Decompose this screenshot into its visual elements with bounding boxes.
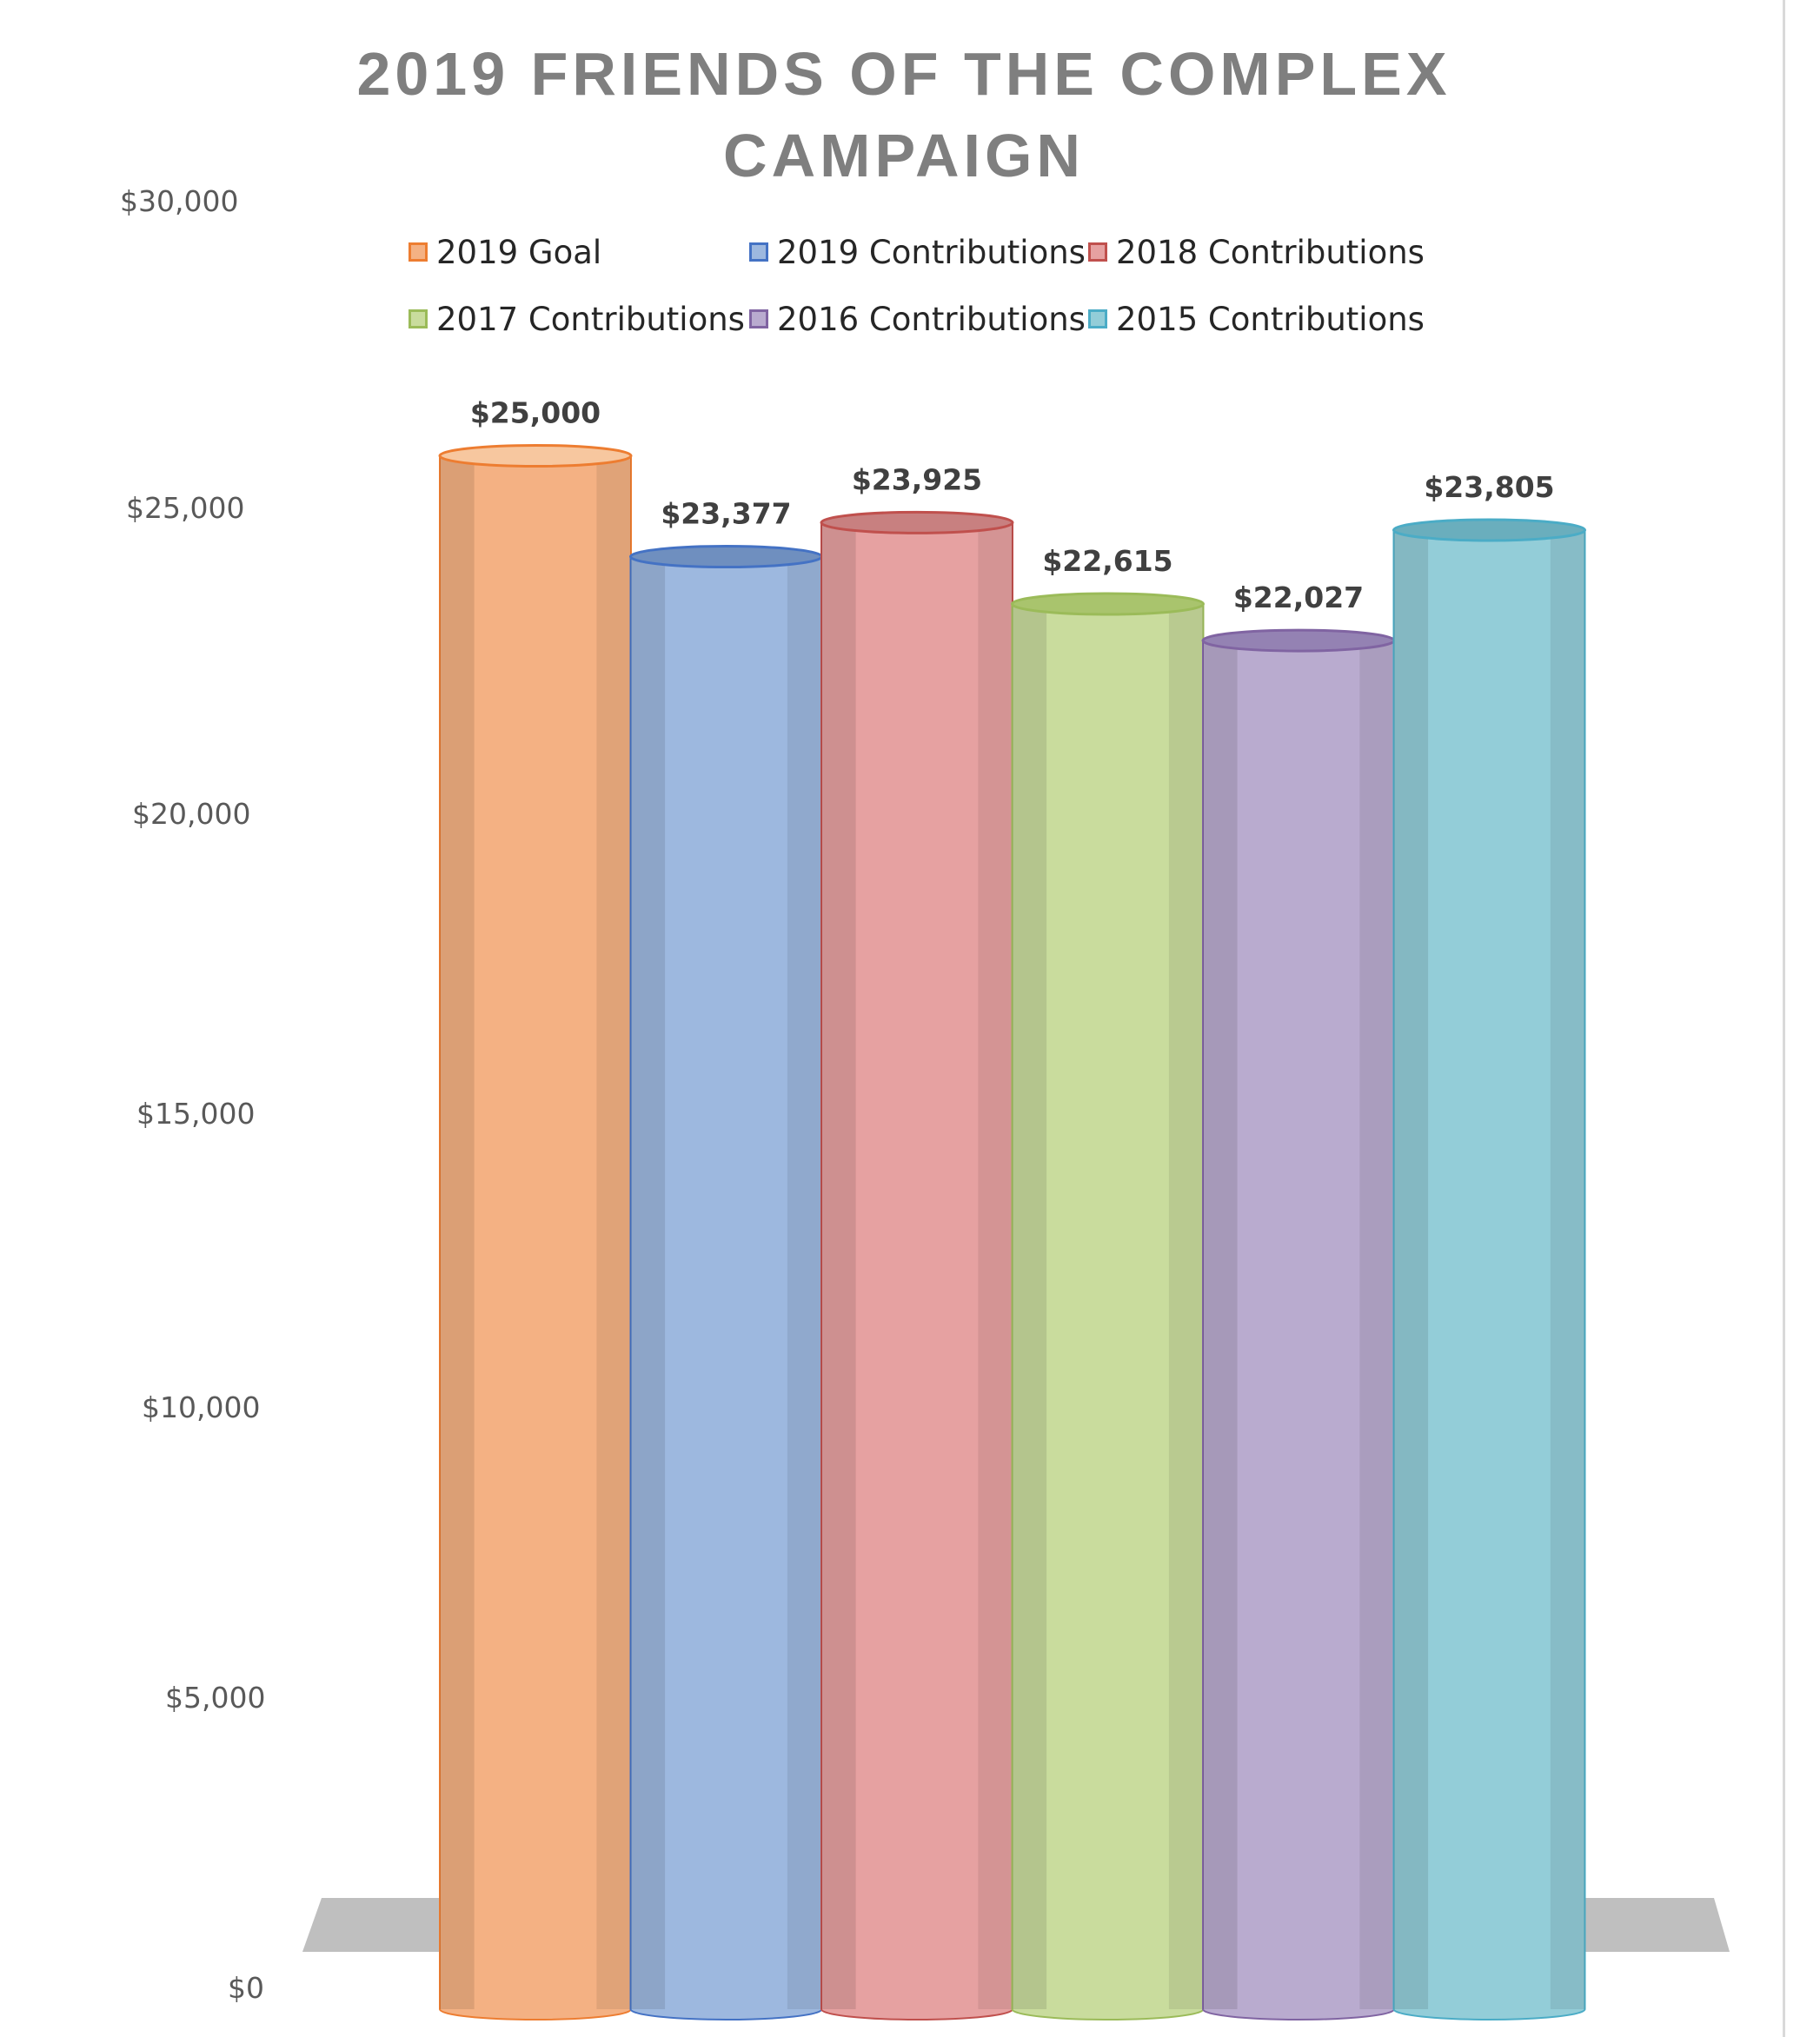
legend-label-2017-contributions: 2017 Contributions — [436, 300, 745, 338]
bar-shade-right-2019-contributions — [787, 556, 822, 2010]
bar-shade-right-2016-contributions — [1359, 640, 1394, 2009]
chart-title: 2019 FRIENDS OF THE COMPLEX CAMPAIGN — [261, 33, 1547, 196]
y-tick-label-5000: $5,000 — [165, 1681, 266, 1715]
bar-body-2016-contributions — [1202, 640, 1395, 2020]
legend-swatch-2017-contributions — [409, 309, 428, 328]
bar-top-2019-goal — [438, 444, 633, 468]
legend-swatch-2015-contributions — [1088, 309, 1107, 328]
bar-2019-goal — [438, 444, 633, 2020]
legend-label-2015-contributions: 2015 Contributions — [1116, 300, 1425, 338]
data-label-2019-contributions: $23,377 — [661, 497, 791, 531]
bar-shade-right-2017-contributions — [1168, 604, 1204, 2009]
legend-swatch-2018-contributions — [1088, 242, 1107, 262]
legend-label-2019-goal: 2019 Goal — [436, 233, 602, 271]
legend-item-2016-contributions: 2016 Contributions — [749, 293, 1086, 345]
bar-body-2015-contributions — [1392, 528, 1586, 2020]
bar-2015-contributions — [1392, 518, 1586, 2020]
chart-title-line-2: CAMPAIGN — [723, 122, 1085, 189]
legend-label-2016-contributions: 2016 Contributions — [777, 300, 1086, 338]
legend-swatch-2019-goal — [409, 242, 428, 262]
data-label-2018-contributions: $23,925 — [852, 462, 982, 496]
bar-shade-right-2015-contributions — [1550, 529, 1585, 2009]
bar-body-2019-contributions — [629, 555, 823, 2020]
data-labels-group: $25,000 $23,377 $23,925 $22,615 $22,027 $23,8… — [470, 396, 1555, 615]
bar-top-2016-contributions — [1201, 628, 1396, 653]
bar-top-2017-contributions — [1011, 592, 1205, 616]
bar-top-2015-contributions — [1392, 518, 1586, 542]
y-tick-label-0: $0 — [228, 1971, 264, 2005]
bar-shade-left-2016-contributions — [1203, 640, 1238, 2009]
bar-shade-right-2019-goal — [596, 455, 631, 2009]
bar-2017-contributions — [1011, 592, 1205, 2020]
bars-group — [438, 444, 1586, 2020]
legend-item-2019-goal: 2019 Goal — [409, 226, 601, 278]
data-label-2017-contributions: $22,615 — [1042, 544, 1172, 578]
bar-top-2019-contributions — [629, 545, 823, 569]
y-tick-label-15000: $15,000 — [136, 1097, 256, 1131]
legend-item-2019-contributions: 2019 Contributions — [749, 226, 1086, 278]
y-tick-label-10000: $10,000 — [142, 1390, 261, 1424]
bar-2016-contributions — [1201, 628, 1396, 2020]
bar-2018-contributions — [820, 510, 1014, 2020]
data-label-2015-contributions: $23,805 — [1424, 470, 1554, 504]
bar-shade-right-2018-contributions — [978, 522, 1013, 2009]
bar-shade-left-2015-contributions — [1393, 529, 1429, 2009]
chart-title-line-1: 2019 FRIENDS OF THE COMPLEX — [356, 40, 1451, 108]
bar-body-2019-goal — [439, 455, 632, 2020]
data-label-2019-goal: $25,000 — [470, 396, 601, 430]
legend-label-2019-contributions: 2019 Contributions — [777, 233, 1086, 271]
y-tick-label-25000: $25,000 — [126, 491, 245, 525]
legend-item-2017-contributions: 2017 Contributions — [409, 293, 745, 345]
y-tick-label-30000: $30,000 — [120, 184, 239, 218]
legend-swatch-2019-contributions — [749, 242, 768, 262]
bar-top-2018-contributions — [820, 510, 1014, 534]
y-tick-label-20000: $20,000 — [132, 797, 251, 831]
bar-shade-left-2017-contributions — [1012, 604, 1047, 2009]
legend-item-2018-contributions: 2018 Contributions — [1088, 226, 1425, 278]
data-label-2016-contributions: $22,027 — [1233, 581, 1364, 614]
bar-body-2018-contributions — [820, 521, 1013, 2020]
legend-swatch-2016-contributions — [749, 309, 768, 328]
bar-body-2017-contributions — [1011, 603, 1205, 2020]
legend-item-2015-contributions: 2015 Contributions — [1088, 293, 1425, 345]
bar-2019-contributions — [629, 545, 823, 2020]
bar-shade-left-2019-goal — [440, 455, 475, 2009]
legend-label-2018-contributions: 2018 Contributions — [1116, 233, 1425, 271]
bar-shade-left-2018-contributions — [821, 522, 856, 2009]
bar-shade-left-2019-contributions — [630, 556, 666, 2010]
